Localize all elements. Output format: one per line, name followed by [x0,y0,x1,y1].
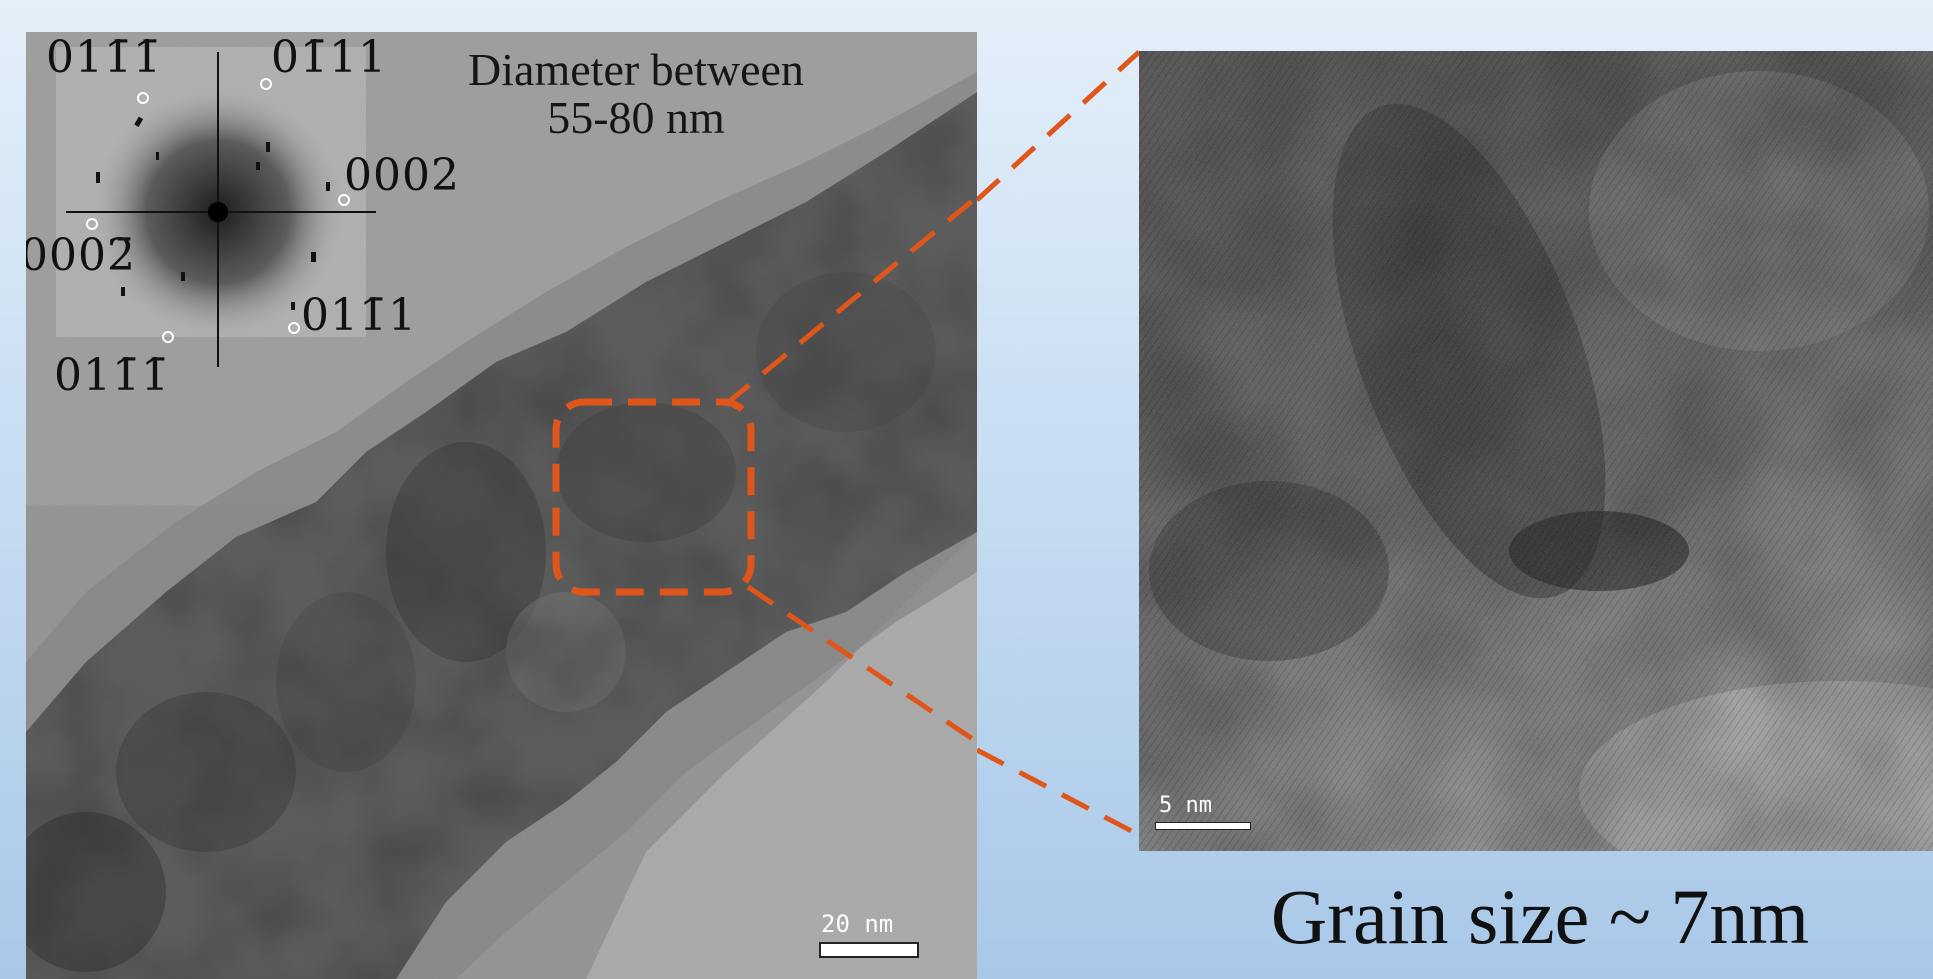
diffraction-label-bottom-left: 011̄1̄ [54,350,170,401]
callout-leader-lines [977,50,1141,838]
diffraction-label-top-right: 01̄11 [271,32,387,83]
fft-inset [56,47,376,367]
grain-size-caption: Grain size ~ 7nm [1270,873,1810,960]
callout-box [552,398,755,596]
main-scale-label: 20 nm [821,910,894,938]
tem-zoom-drawing [1139,51,1933,851]
tem-zoom-image: 5 nm [1139,51,1933,851]
main-scale-bar [819,942,919,958]
tem-main-drawing [26,32,977,979]
zoom-scale-label: 5 nm [1159,793,1212,818]
diameter-caption: Diameter between 55-80 nm [456,44,816,144]
zoom-scale-bar [1155,822,1251,830]
diameter-caption-line1: Diameter between [468,44,804,95]
diameter-caption-line2: 55-80 nm [547,92,725,144]
diffraction-label-left: 0002̄ [26,230,136,281]
diffraction-label-right: 0002 [344,150,460,201]
diffraction-label-top-left: 011̄1̄ [46,32,162,83]
tem-main-image: 011̄1̄ 01̄11 0002 0002̄ 011̄1 011̄1̄ Dia… [26,32,977,979]
diffraction-label-lower-right: 011̄1 [301,290,417,341]
